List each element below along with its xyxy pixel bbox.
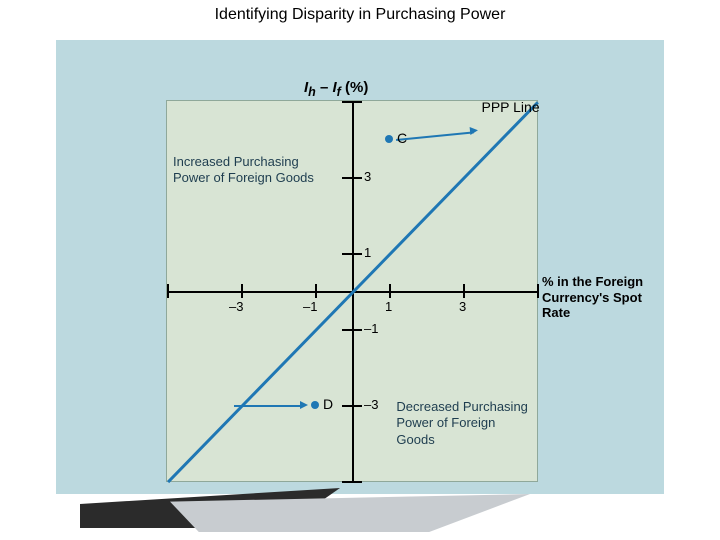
annotation-upper-left-line1: Increased Purchasing <box>173 154 314 170</box>
annotation-upper-left: Increased Purchasing Power of Foreign Go… <box>173 154 314 187</box>
slide-title: Identifying Disparity in Purchasing Powe… <box>0 6 720 24</box>
y-tick <box>342 405 362 407</box>
y-tick-label: –3 <box>364 397 378 412</box>
arrow-C <box>396 131 474 141</box>
annotation-lower-right: Decreased Purchasing Power of Foreign Go… <box>396 399 537 448</box>
x-axis-title-line2: Currency's Spot Rate <box>542 290 642 321</box>
ppp-line-label: PPP Line <box>482 99 540 115</box>
plot-area: Ih – If (%) –3–113 –3–113 PPP Line CD In… <box>166 100 538 482</box>
x-tick-label: –3 <box>229 299 243 314</box>
point-D <box>311 401 319 409</box>
y-tick <box>342 253 362 255</box>
point-label-D: D <box>323 396 333 412</box>
y-tick-label: 3 <box>364 169 371 184</box>
y-axis-title: Ih – If (%) <box>304 79 368 99</box>
x-tick <box>537 284 539 298</box>
x-tick-label: –1 <box>303 299 317 314</box>
arrow-C-head <box>470 127 479 136</box>
y-tick <box>342 101 362 103</box>
y-tick-label: –1 <box>364 321 378 336</box>
arrow-D <box>234 405 304 407</box>
x-tick <box>315 284 317 298</box>
x-tick-label: 1 <box>385 299 392 314</box>
annotation-upper-left-line2: Power of Foreign Goods <box>173 170 314 186</box>
x-tick <box>389 284 391 298</box>
y-tick <box>342 329 362 331</box>
point-C <box>385 135 393 143</box>
x-tick <box>167 284 169 298</box>
x-axis-title: % in the Foreign Currency's Spot Rate <box>542 274 664 321</box>
point-label-C: C <box>397 130 407 146</box>
y-tick <box>342 481 362 483</box>
y-tick-label: 1 <box>364 245 371 260</box>
annotation-lower-right-line1: Decreased Purchasing <box>396 399 537 415</box>
annotation-lower-right-line2: Power of Foreign Goods <box>396 415 537 448</box>
y-tick <box>342 177 362 179</box>
x-axis-title-line1: % in the Foreign <box>542 274 643 289</box>
x-tick-label: 3 <box>459 299 466 314</box>
x-tick <box>241 284 243 298</box>
x-tick <box>463 284 465 298</box>
chart-outer-panel: Ih – If (%) –3 –1 1 3 –3 –1 1 3 PPP Line C D In… <box>56 40 664 494</box>
arrow-D-head <box>300 401 308 409</box>
